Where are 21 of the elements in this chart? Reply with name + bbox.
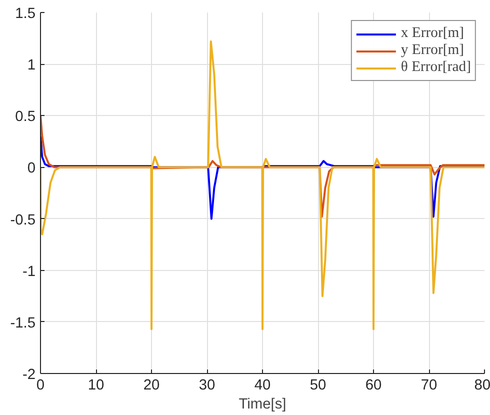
x-tick-label: 30 [198,378,216,394]
legend-label: θ Error[rad] [400,59,471,76]
x-tick-label: 60 [365,378,382,394]
line-series [40,40,484,330]
x-tick-label: 40 [254,378,271,394]
legend-label: y Error[m] [400,42,464,59]
x-tick-label: 10 [88,378,104,394]
y-tick-label: -1.5 [10,315,36,332]
y-tick-label: 0.5 [15,109,36,126]
x-tick-label: 50 [310,378,326,394]
x-tick-label: 20 [143,378,160,394]
y-tick-label: -1 [22,264,36,280]
x-tick-label: 70 [420,378,438,394]
y-tick-label: -2 [22,367,36,383]
y-tick-label: 1.5 [15,6,36,22]
x-tick-label: 80 [474,378,490,394]
x-axis-title: Time[s] [238,396,286,412]
y-tick-label: 0 [27,160,36,177]
legend-label: x Error[m] [400,25,464,42]
y-tick-label: -0.5 [10,212,36,228]
y-tick-label: 1 [27,58,36,74]
